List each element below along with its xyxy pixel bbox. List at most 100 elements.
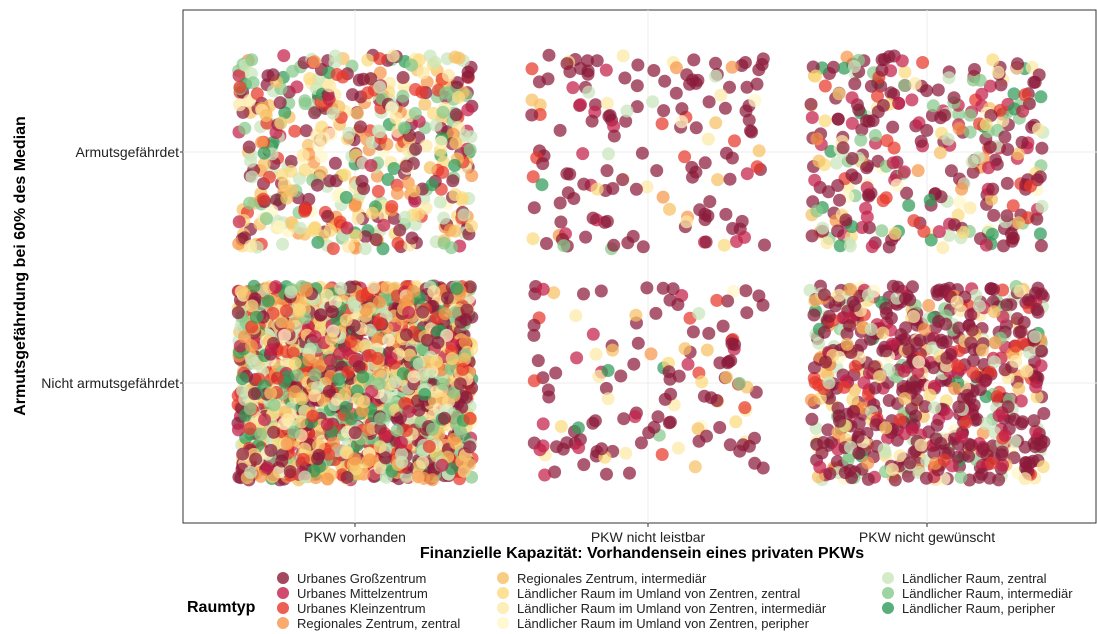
data-point bbox=[1020, 364, 1034, 378]
data-point bbox=[817, 325, 831, 339]
data-point bbox=[832, 87, 846, 101]
data-point bbox=[364, 72, 378, 86]
data-point bbox=[390, 424, 404, 437]
data-point bbox=[998, 428, 1012, 442]
data-point bbox=[547, 286, 561, 300]
data-point bbox=[968, 63, 981, 76]
data-point bbox=[845, 152, 859, 165]
data-point bbox=[714, 88, 728, 102]
data-point bbox=[900, 186, 914, 200]
data-point bbox=[647, 420, 661, 434]
data-point bbox=[965, 323, 979, 337]
legend-label: Urbanes Großzentrum bbox=[297, 571, 426, 586]
data-point bbox=[843, 282, 857, 296]
data-point bbox=[363, 453, 377, 467]
data-point bbox=[1006, 231, 1020, 245]
data-point bbox=[895, 54, 909, 68]
data-point bbox=[244, 466, 258, 479]
x-tick-label: PKW nicht leistbar bbox=[591, 529, 706, 545]
data-point bbox=[1035, 344, 1049, 358]
data-point bbox=[663, 372, 677, 386]
data-point bbox=[903, 293, 917, 307]
data-point bbox=[380, 281, 394, 294]
data-point bbox=[738, 401, 752, 415]
data-point bbox=[738, 230, 751, 244]
data-points bbox=[231, 48, 1051, 487]
data-point bbox=[987, 208, 1001, 222]
data-point bbox=[1036, 460, 1050, 474]
data-point bbox=[231, 423, 245, 437]
data-point bbox=[1011, 57, 1024, 71]
legend-label: Regionales Zentrum, zentral bbox=[297, 616, 460, 631]
data-point bbox=[907, 214, 921, 228]
data-point bbox=[699, 235, 713, 249]
data-point bbox=[721, 294, 735, 308]
data-point bbox=[581, 64, 595, 78]
data-point bbox=[812, 154, 826, 168]
data-point bbox=[805, 111, 819, 124]
data-point bbox=[322, 92, 336, 106]
data-point bbox=[875, 224, 889, 238]
data-point bbox=[1013, 284, 1027, 298]
data-point bbox=[358, 242, 372, 256]
data-point bbox=[339, 190, 353, 204]
data-point bbox=[710, 394, 724, 407]
data-point bbox=[526, 232, 540, 246]
data-point bbox=[698, 213, 712, 227]
data-point bbox=[871, 105, 885, 119]
data-point bbox=[649, 306, 663, 320]
data-point bbox=[425, 422, 439, 436]
data-point bbox=[848, 360, 862, 373]
data-point bbox=[963, 125, 977, 139]
data-point bbox=[678, 342, 692, 356]
data-point bbox=[923, 388, 937, 402]
legend-swatch bbox=[277, 602, 289, 614]
data-point bbox=[549, 366, 563, 380]
data-point bbox=[437, 411, 451, 425]
data-point bbox=[950, 295, 964, 309]
data-point bbox=[702, 95, 716, 109]
data-point bbox=[861, 288, 875, 302]
data-point bbox=[808, 294, 822, 308]
data-point bbox=[465, 169, 479, 183]
data-point bbox=[813, 460, 827, 474]
data-point bbox=[600, 96, 614, 110]
data-point bbox=[819, 355, 832, 369]
data-point bbox=[963, 201, 977, 215]
data-point bbox=[454, 425, 468, 439]
data-point bbox=[452, 90, 465, 104]
data-point bbox=[936, 241, 950, 255]
data-point bbox=[235, 372, 249, 386]
data-point bbox=[916, 56, 930, 69]
data-point bbox=[756, 461, 770, 475]
data-point bbox=[342, 126, 356, 140]
data-point bbox=[837, 380, 851, 394]
data-point bbox=[1034, 239, 1048, 253]
data-point bbox=[954, 470, 968, 484]
data-point bbox=[709, 69, 723, 83]
data-point bbox=[463, 440, 477, 454]
data-point bbox=[807, 361, 821, 375]
data-point bbox=[267, 425, 281, 439]
data-point bbox=[964, 308, 978, 322]
data-point bbox=[947, 218, 961, 232]
data-point bbox=[293, 303, 307, 317]
data-point bbox=[1008, 434, 1022, 448]
data-point bbox=[367, 281, 381, 294]
data-point bbox=[700, 429, 713, 443]
data-point bbox=[600, 467, 613, 481]
data-point bbox=[1037, 407, 1051, 420]
data-point bbox=[461, 65, 475, 79]
data-point bbox=[903, 456, 917, 470]
data-point bbox=[338, 387, 352, 401]
legend-label: Urbanes Mittelzentrum bbox=[297, 586, 428, 601]
data-point bbox=[526, 170, 540, 184]
data-point bbox=[713, 421, 727, 434]
data-point bbox=[897, 364, 911, 378]
data-point bbox=[323, 353, 337, 367]
data-point bbox=[914, 438, 928, 452]
data-point bbox=[918, 322, 931, 336]
data-point bbox=[886, 120, 900, 134]
data-point bbox=[709, 56, 722, 70]
data-point bbox=[254, 427, 268, 441]
